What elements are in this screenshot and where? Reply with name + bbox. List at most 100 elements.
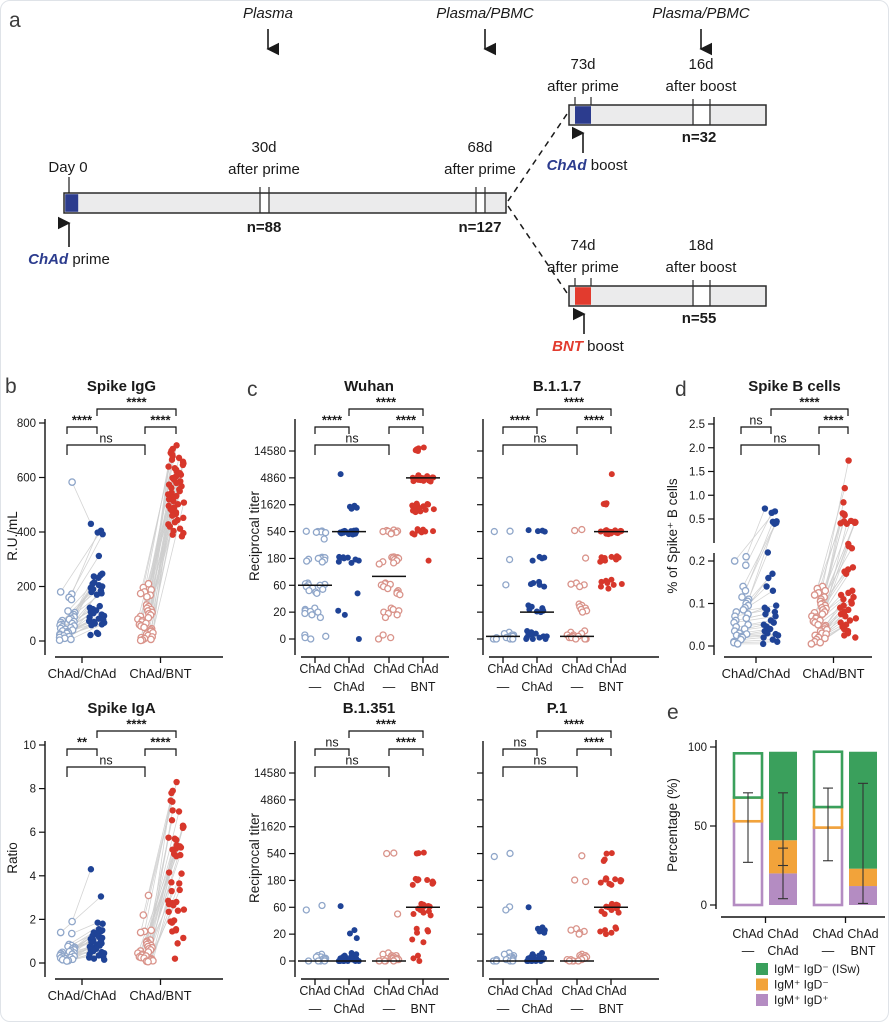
svg-text:600: 600 xyxy=(17,473,36,485)
svg-text:ChAd: ChAd xyxy=(373,984,404,998)
svg-text:—: — xyxy=(309,1002,322,1016)
svg-text:ChAd: ChAd xyxy=(812,927,843,941)
svg-text:8: 8 xyxy=(30,784,36,796)
sample-label-plasma-pbmc-2: Plasma/PBMC xyxy=(652,5,750,22)
svg-text:ns: ns xyxy=(533,754,546,768)
bnt-boost-timeline-bar xyxy=(568,285,767,307)
svg-text:400: 400 xyxy=(17,527,36,539)
svg-text:0: 0 xyxy=(280,634,286,646)
chad-boost-timeline-bar xyxy=(568,104,767,126)
svg-text:0.1: 0.1 xyxy=(689,599,705,611)
svg-text:14580: 14580 xyxy=(254,446,286,458)
svg-text:****: **** xyxy=(150,413,171,428)
svg-text:P.1: P.1 xyxy=(547,700,568,717)
chart-spike-iga: Spike IgA Ratio 0 2 4 6 8 10 ChAd/ChAd ChAd/BNT **… xyxy=(5,700,223,1003)
svg-text:0.2: 0.2 xyxy=(689,556,705,568)
svg-text:200: 200 xyxy=(17,582,36,594)
svg-text:—: — xyxy=(497,1002,510,1016)
tick-73d: 73d xyxy=(570,56,596,73)
svg-text:****: **** xyxy=(126,717,147,732)
svg-text:14580: 14580 xyxy=(254,768,286,780)
svg-text:ChAd: ChAd xyxy=(299,984,330,998)
svg-text:10: 10 xyxy=(23,740,36,752)
svg-text:ChAd: ChAd xyxy=(333,680,364,694)
svg-text:ChAd: ChAd xyxy=(333,984,364,998)
svg-text:****: **** xyxy=(564,717,585,732)
svg-text:B.1.1.7: B.1.1.7 xyxy=(533,378,581,395)
svg-text:60: 60 xyxy=(273,580,286,592)
svg-text:20: 20 xyxy=(273,607,286,619)
svg-text:1.0: 1.0 xyxy=(689,490,705,502)
tick-30d-sub: after prime xyxy=(228,161,300,178)
chad-boost-name: ChAd xyxy=(546,157,587,174)
svg-text:ChAd: ChAd xyxy=(333,1002,364,1016)
svg-text:****: **** xyxy=(823,413,844,428)
tick-16d-sub: after boost xyxy=(665,78,737,95)
svg-text:ChAd: ChAd xyxy=(767,927,798,941)
svg-text:Percentage (%): Percentage (%) xyxy=(665,778,680,872)
svg-text:ChAd: ChAd xyxy=(521,1002,552,1016)
svg-text:BNT: BNT xyxy=(599,1002,624,1016)
svg-text:ns: ns xyxy=(773,432,786,446)
svg-text:0: 0 xyxy=(280,956,286,968)
svg-text:ChAd: ChAd xyxy=(373,662,404,676)
svg-text:****: **** xyxy=(72,413,93,428)
svg-text:ns: ns xyxy=(513,736,526,750)
svg-text:****: **** xyxy=(322,413,343,428)
svg-text:Reciprocal titer: Reciprocal titer xyxy=(247,812,262,903)
chart-spike-b-cells: Spike B cells % of Spike⁺ B cells 0.0 0.1 0.… xyxy=(665,378,872,681)
svg-text:2.5: 2.5 xyxy=(689,419,705,431)
svg-text:0: 0 xyxy=(30,636,36,648)
bnt-boost-segment xyxy=(575,287,591,305)
svg-text:****: **** xyxy=(799,395,820,410)
svg-text:****: **** xyxy=(376,395,397,410)
n-88: n=88 xyxy=(246,219,282,236)
svg-text:BNT: BNT xyxy=(411,680,436,694)
svg-text:Spike IgG: Spike IgG xyxy=(87,378,156,395)
tick-68d: 68d xyxy=(467,139,493,156)
svg-text:ns: ns xyxy=(99,432,112,446)
svg-text:ChAd/BNT: ChAd/BNT xyxy=(129,666,191,681)
svg-text:ns: ns xyxy=(325,736,338,750)
sample-label-plasma-pbmc-1: Plasma/PBMC xyxy=(436,5,534,22)
svg-text:100: 100 xyxy=(688,742,707,754)
svg-text:IgM⁺ IgD⁺: IgM⁺ IgD⁺ xyxy=(774,993,829,1007)
svg-text:****: **** xyxy=(396,735,417,750)
bnt-boost-label: BNT boost xyxy=(552,338,624,355)
svg-text:2.0: 2.0 xyxy=(689,443,705,455)
svg-text:—: — xyxy=(571,1002,584,1016)
chad-boost-segment xyxy=(575,106,591,124)
chad-prime-name: ChAd xyxy=(28,251,69,268)
svg-text:4860: 4860 xyxy=(260,795,286,807)
n-32: n=32 xyxy=(681,129,717,146)
n-127: n=127 xyxy=(458,219,502,236)
svg-text:—: — xyxy=(309,680,322,694)
svg-text:2: 2 xyxy=(30,914,36,926)
svg-text:BNT: BNT xyxy=(599,680,624,694)
chart-spike-igg: Spike IgG R.U./mL 0 200 400 600 800 ChAd/ChAd Ch… xyxy=(5,378,223,681)
svg-text:IgM⁻ IgD⁻ (ISw): IgM⁻ IgD⁻ (ISw) xyxy=(774,962,860,976)
svg-text:Ratio: Ratio xyxy=(5,842,20,874)
svg-text:—: — xyxy=(383,1002,396,1016)
panel-d-label: d xyxy=(675,378,687,401)
tick-68d-sub: after prime xyxy=(444,161,516,178)
svg-text:20: 20 xyxy=(273,929,286,941)
svg-text:ChAd: ChAd xyxy=(487,662,518,676)
tick-18d-sub: after boost xyxy=(665,259,737,276)
svg-text:ChAd: ChAd xyxy=(487,984,518,998)
svg-text:Spike IgA: Spike IgA xyxy=(87,700,156,717)
svg-text:ChAd: ChAd xyxy=(407,984,438,998)
svg-text:ns: ns xyxy=(749,414,762,428)
svg-text:180: 180 xyxy=(267,875,286,887)
svg-text:**: ** xyxy=(77,735,88,750)
svg-text:540: 540 xyxy=(267,527,286,539)
svg-text:ChAd: ChAd xyxy=(767,944,798,958)
svg-text:540: 540 xyxy=(267,849,286,861)
tick-74d-sub: after prime xyxy=(547,259,619,276)
svg-text:1620: 1620 xyxy=(260,500,286,512)
svg-text:Reciprocal titer: Reciprocal titer xyxy=(247,490,262,581)
svg-text:****: **** xyxy=(584,413,605,428)
svg-text:ChAd: ChAd xyxy=(732,927,763,941)
